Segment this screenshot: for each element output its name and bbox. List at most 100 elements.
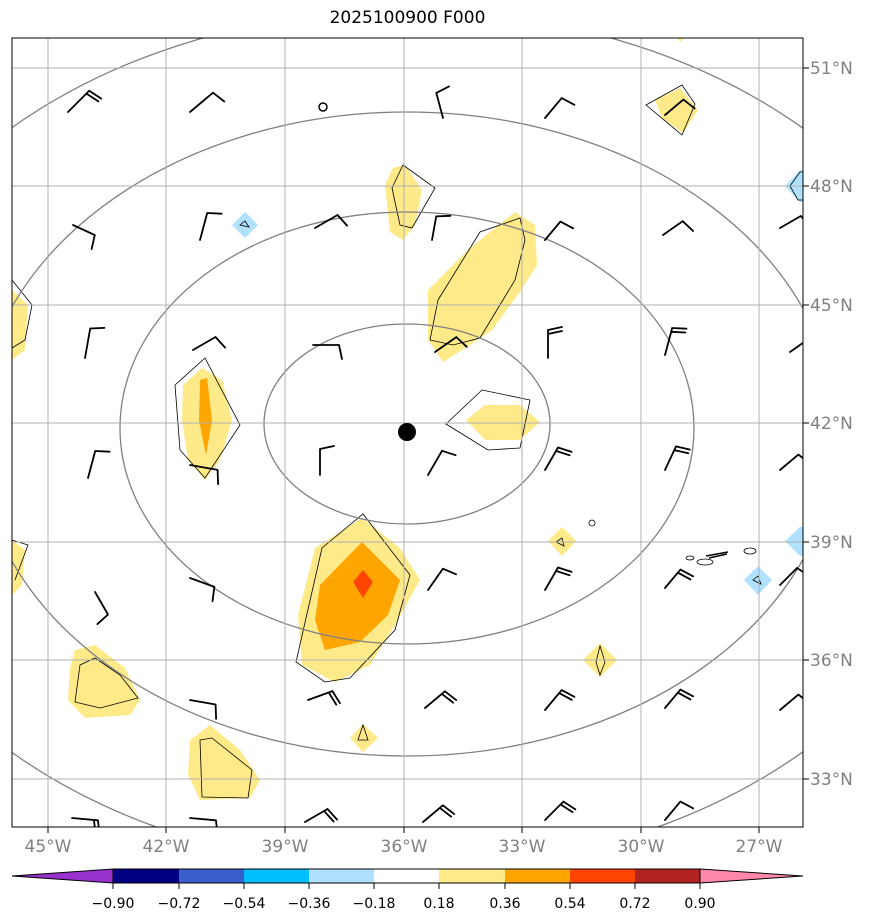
colorbar-cell: [244, 869, 309, 883]
contour-fill: [677, 38, 684, 42]
wind-barb: [87, 450, 111, 479]
wind-barb: [434, 336, 468, 353]
wind-barb: [424, 690, 458, 709]
wind-barb: [664, 327, 688, 356]
lon-label: 39°W: [262, 837, 309, 857]
filled-contours: [12, 38, 803, 800]
wind-barb: [72, 224, 96, 250]
colorbar-cell: [113, 869, 179, 883]
colorbar-cell: [309, 869, 374, 883]
wind-barb: [664, 98, 696, 116]
map-plot-area: [12, 38, 803, 827]
colorbar-cell: [439, 869, 505, 883]
wind-barb: [662, 220, 694, 236]
map-title: 2025100900 F000: [329, 8, 486, 28]
wind-barb: [664, 800, 694, 821]
wind-barb: [779, 215, 803, 229]
colorbar-tick-label: −0.18: [353, 896, 396, 912]
wind-barb: [189, 577, 216, 602]
contour-fill: [12, 540, 25, 595]
colorbar-cell: [700, 869, 803, 883]
wind-barb: [67, 89, 103, 113]
colorbar-tick-label: −0.36: [288, 896, 331, 912]
colorbar-tick-label: −0.54: [223, 896, 266, 912]
wind-barb: [312, 344, 343, 360]
wind-barb: [192, 336, 226, 351]
colorbar-cell: [179, 869, 244, 883]
wind-barb: [427, 449, 457, 476]
longitude-labels: 45°W 42°W 39°W 36°W 33°W 30°W 27°W: [25, 837, 783, 857]
contour-fill: [199, 378, 212, 455]
wind-barb: [544, 566, 573, 591]
axis-ticks: [47, 67, 809, 833]
contour-fill: [12, 290, 28, 360]
calm-wind-marker: [318, 102, 328, 112]
wind-barb: [189, 91, 226, 113]
colorbar-tick-label: 0.54: [554, 896, 585, 912]
colorbar-tick-label: 0.18: [423, 896, 454, 912]
latitude-labels: 51°N 48°N 45°N 42°N 39°N 36°N 33°N: [810, 59, 853, 790]
lat-label: 33°N: [810, 770, 853, 790]
wind-barb: [435, 85, 450, 119]
wind-barb: [189, 817, 218, 827]
lat-label: 36°N: [810, 651, 853, 671]
lon-label: 33°W: [499, 837, 546, 857]
lat-label: 51°N: [810, 59, 853, 79]
lat-label: 48°N: [810, 177, 853, 197]
colorbar: −0.90 −0.72 −0.54 −0.36 −0.18 0.18 0.36 …: [11, 868, 804, 912]
map-frame: [11, 37, 804, 828]
wind-barb: [199, 212, 223, 241]
colorbar-cell: [505, 869, 570, 883]
colorbar-tick-label: 0.72: [619, 896, 650, 912]
wind-barb: [779, 453, 803, 471]
contour-fill: [353, 570, 373, 598]
wind-barb: [779, 693, 803, 711]
wind-barb: [84, 327, 106, 359]
lat-label: 42°N: [810, 414, 853, 434]
storm-center-marker: [398, 423, 416, 441]
wind-barb: [431, 214, 452, 241]
lon-label: 45°W: [25, 837, 72, 857]
contour-fill: [68, 645, 140, 718]
wind-barb: [189, 464, 219, 486]
wind-barb: [544, 689, 576, 711]
wind-barb: [544, 446, 573, 471]
colorbar-cell: [12, 869, 113, 883]
lon-label: 42°W: [143, 837, 190, 857]
lon-label: 30°W: [618, 837, 665, 857]
wind-barb: [189, 699, 217, 720]
wind-barb: [314, 214, 348, 229]
wind-barb: [664, 445, 691, 471]
wind-barb: [304, 808, 338, 823]
wind-barb: [422, 804, 456, 823]
contour-fill: [744, 566, 772, 595]
colorbar-outline: [112, 868, 701, 884]
wind-barbs: [67, 85, 803, 827]
wind-barb: [664, 568, 694, 589]
wind-barb: [779, 567, 803, 586]
lon-label: 36°W: [381, 837, 428, 857]
colorbar-cell: [570, 869, 635, 883]
contour-fill: [188, 725, 260, 800]
wind-barb: [319, 445, 335, 476]
colorbar-tick-label: 0.36: [489, 896, 520, 912]
colorbar-cell: [635, 869, 700, 883]
contour-fill: [428, 212, 537, 362]
contour-fill: [232, 212, 258, 238]
distance-rings: [12, 38, 803, 827]
lat-label: 39°N: [810, 533, 853, 553]
colorbar-outline: [699, 868, 804, 884]
wind-barb: [544, 220, 574, 241]
wind-barb: [789, 341, 803, 353]
wind-barb: [544, 800, 577, 821]
colorbar-tick-label: −0.90: [92, 896, 135, 912]
contour-fill: [655, 88, 698, 133]
colorbar-tick-label: 0.90: [684, 896, 715, 912]
wind-barb: [307, 690, 341, 706]
colorbar-tick-label: −0.72: [158, 896, 201, 912]
colorbar-cell: [374, 869, 439, 883]
lon-label: 27°W: [736, 837, 783, 857]
wind-barb: [71, 817, 100, 827]
gridlines: [12, 38, 803, 827]
